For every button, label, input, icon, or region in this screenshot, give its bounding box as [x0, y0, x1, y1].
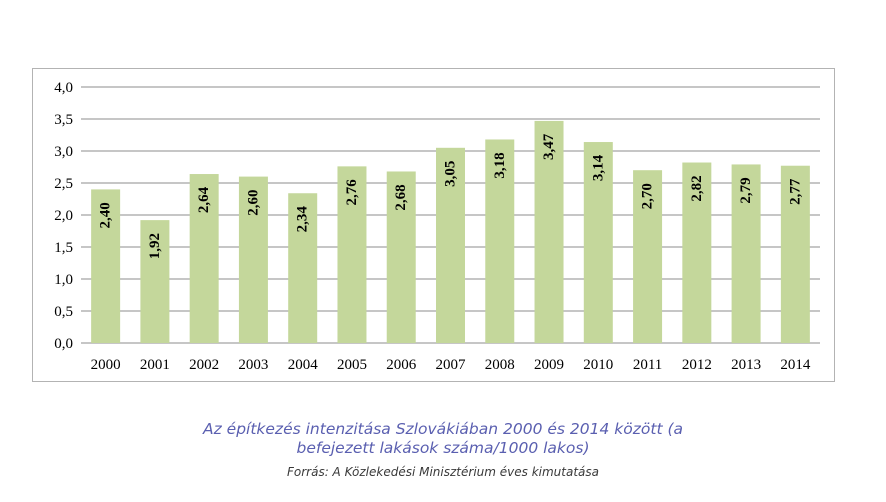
bar — [238, 176, 268, 343]
bar — [731, 164, 761, 343]
data-label: 2,76 — [344, 179, 360, 206]
chart-frame: 0,0 0,5 1,0 1,5 2,0 2,5 3,0 3,5 4,0 2,40 2000 1,92 2… — [32, 68, 835, 382]
chart-caption-line2: befejezett lakások száma/1000 lakos) — [296, 439, 590, 457]
data-label: 2,77 — [787, 178, 803, 205]
data-label: 2,70 — [640, 183, 656, 209]
bar — [780, 165, 810, 343]
bar — [140, 220, 170, 343]
data-label: 1,92 — [147, 233, 163, 259]
bar — [485, 139, 515, 343]
bar — [682, 162, 712, 343]
x-tick-label: 2013 — [731, 357, 761, 373]
bar — [91, 189, 121, 343]
x-tick-label: 2006 — [386, 357, 417, 373]
x-tick-label: 2007 — [436, 357, 467, 373]
bar — [436, 147, 465, 343]
y-tick-label: 3,0 — [54, 144, 73, 160]
data-label: 2,64 — [196, 186, 212, 213]
x-tick-label: 2001 — [140, 357, 170, 373]
x-tick-label: 2004 — [288, 357, 319, 373]
x-tick-label: 2012 — [682, 357, 712, 373]
data-label: 3,47 — [541, 133, 557, 160]
data-label: 2,34 — [295, 206, 311, 233]
bar — [583, 142, 613, 343]
bar — [633, 170, 663, 343]
data-label: 2,79 — [738, 177, 754, 203]
bar — [534, 120, 564, 343]
bar — [189, 174, 219, 343]
x-tick-label: 2011 — [633, 357, 662, 373]
y-tick-label: 0,5 — [54, 304, 73, 320]
bar — [337, 166, 367, 343]
x-tick-label: 2010 — [583, 357, 613, 373]
y-tick-label: 0,0 — [54, 336, 73, 352]
x-tick-label: 2000 — [91, 357, 121, 373]
data-label: 2,60 — [245, 189, 261, 215]
y-tick-label: 4,0 — [54, 80, 73, 96]
x-tick-label: 2008 — [485, 357, 515, 373]
bar — [386, 171, 416, 343]
x-tick-label: 2003 — [238, 357, 268, 373]
data-label: 2,68 — [393, 184, 409, 210]
y-tick-label: 1,5 — [54, 240, 73, 256]
data-label: 3,18 — [492, 152, 508, 178]
y-tick-label: 2,0 — [54, 208, 73, 224]
data-label: 3,14 — [590, 154, 606, 181]
y-tick-label: 1,0 — [54, 272, 73, 288]
chart-source: Forrás: A Közlekedési Minisztérium éves … — [286, 465, 599, 479]
x-tick-label: 2009 — [534, 357, 564, 373]
x-tick-label: 2005 — [337, 357, 367, 373]
y-tick-label: 3,5 — [54, 112, 73, 128]
data-label: 3,05 — [443, 161, 459, 187]
data-label: 2,82 — [689, 175, 705, 201]
data-label: 2,40 — [98, 202, 114, 228]
y-tick-label: 2,5 — [54, 176, 73, 192]
chart-caption: Az építkezés intenzitása Szlovákiában 20… — [203, 420, 683, 438]
bar — [288, 193, 318, 343]
bar-chart: 0,0 0,5 1,0 1,5 2,0 2,5 3,0 3,5 4,0 2,40 2000 1,92 2… — [54, 80, 820, 373]
x-tick-label: 2002 — [189, 357, 219, 373]
x-tick-label: 2014 — [780, 357, 811, 373]
